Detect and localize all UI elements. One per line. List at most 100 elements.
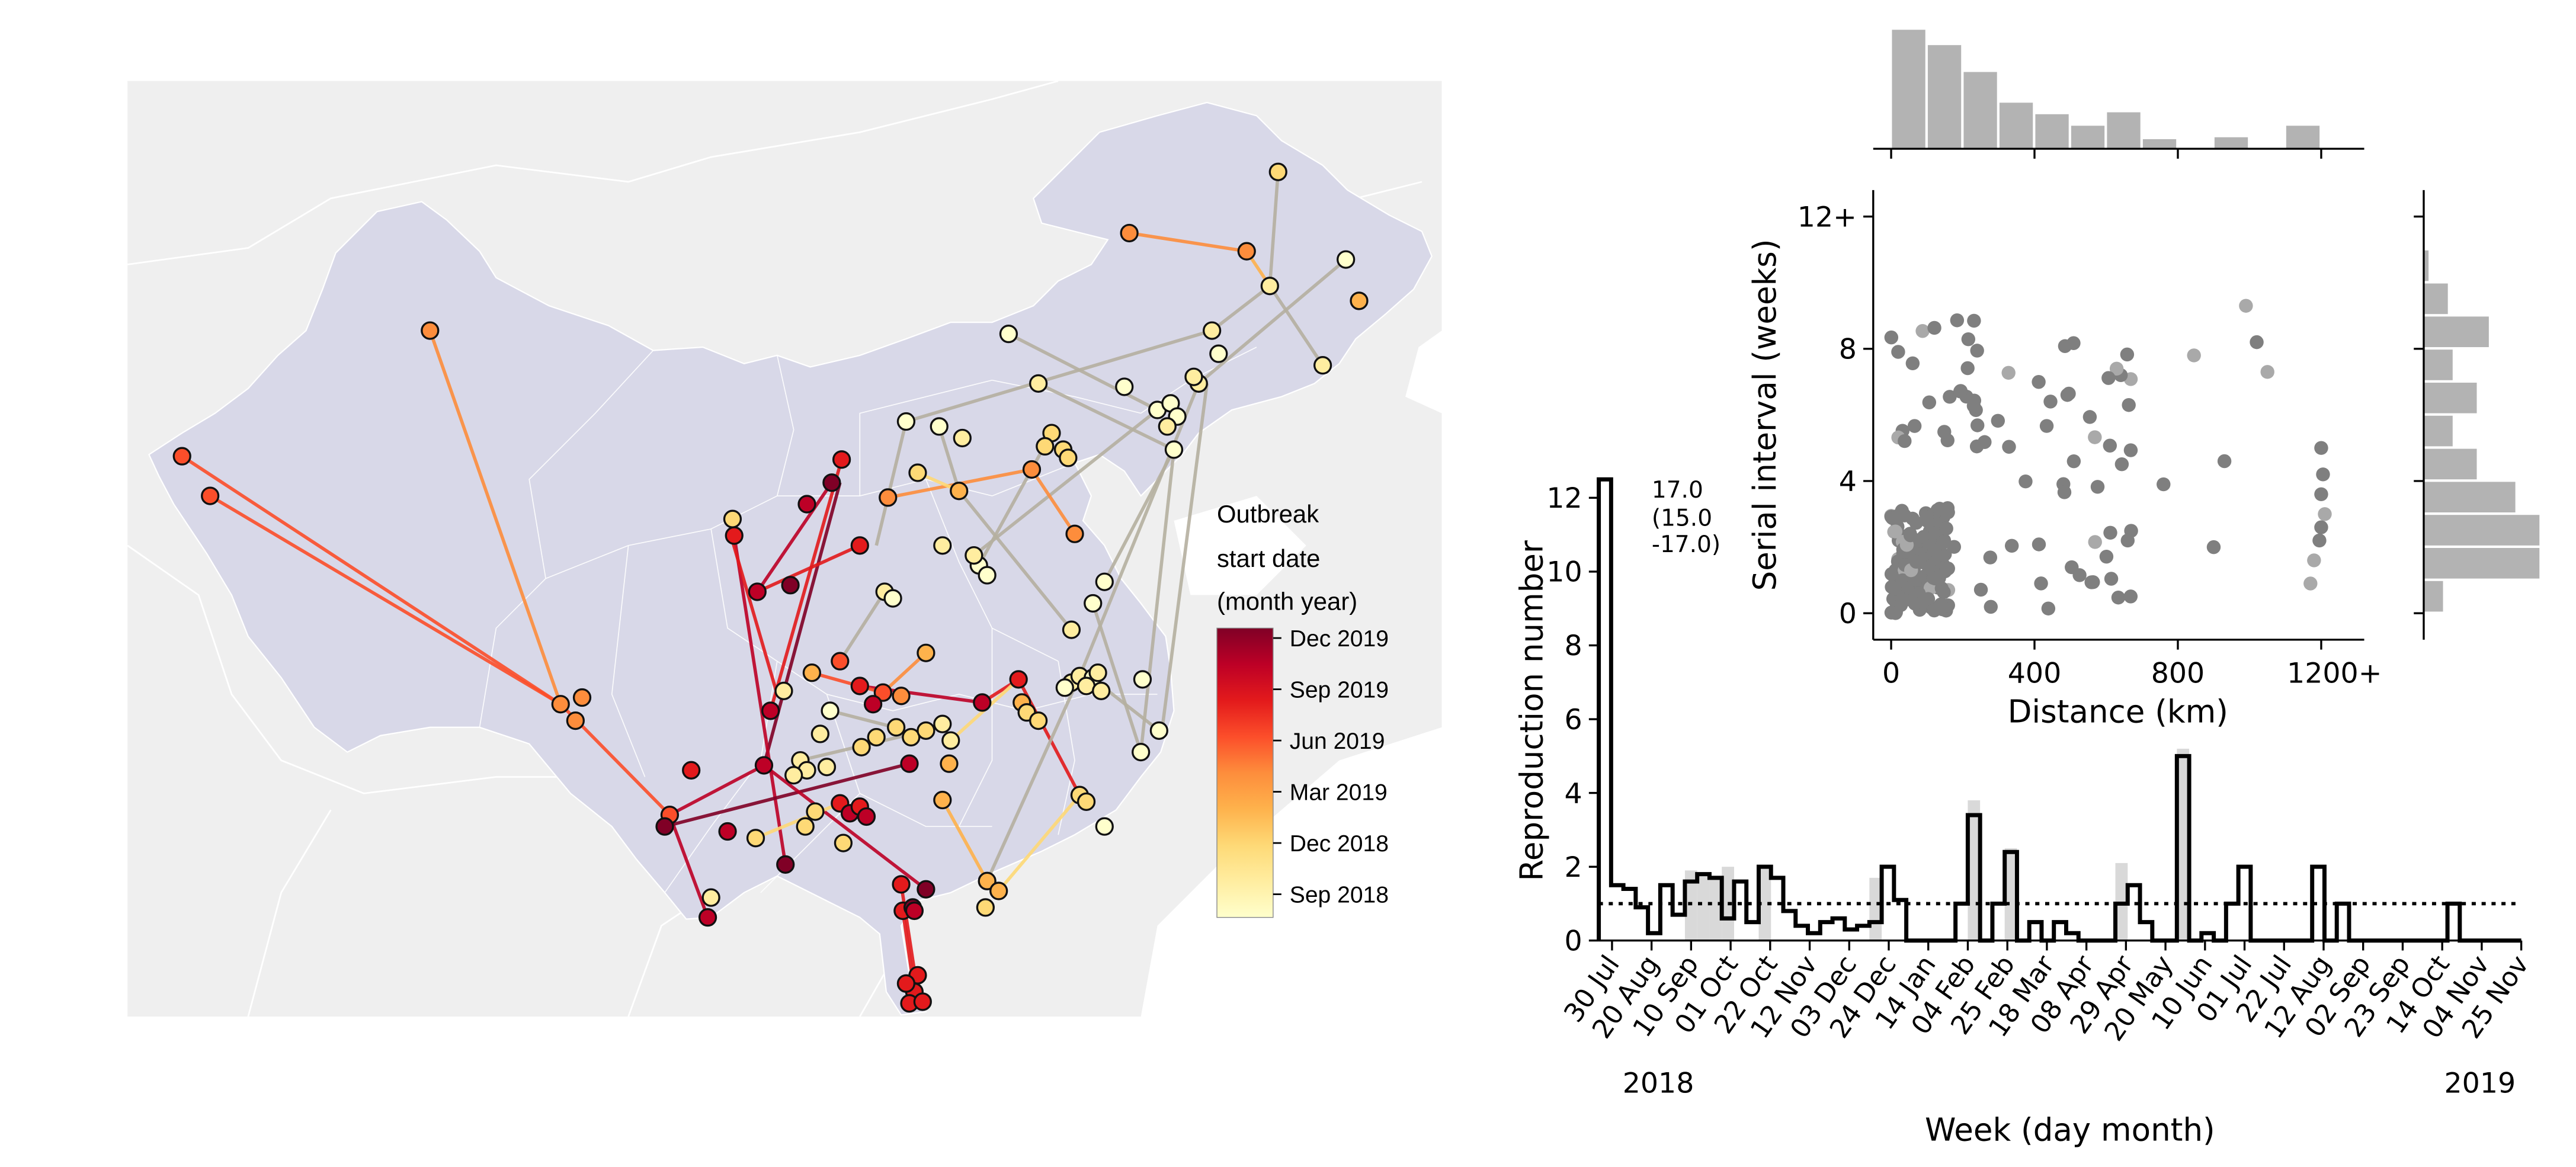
outbreak-dot [1209, 344, 1228, 363]
scatter-point [2032, 375, 2046, 389]
outbreak-dot [1268, 162, 1287, 181]
scatter-point [2250, 335, 2264, 350]
scatter-point [2034, 576, 2048, 591]
scatter-point [2088, 430, 2102, 444]
interval-histogram-bar [2423, 581, 2443, 612]
outbreak-dot [832, 450, 851, 469]
china-outbreak-map: Outbreak start date (month year) Dec 201… [127, 80, 1442, 1017]
transmission-link [1161, 383, 1209, 728]
outbreak-dot [718, 822, 737, 841]
transmission-link [874, 421, 908, 546]
interval-histogram-bar [2423, 350, 2453, 380]
outbreak-dot [852, 738, 871, 756]
outbreak-dot [810, 724, 829, 743]
s-y-tick-label: 8 [1839, 334, 1857, 366]
outbreak-dot [822, 473, 841, 492]
transmission-link [905, 329, 1213, 424]
outbreak-dot [976, 898, 995, 917]
outbreak-dot [933, 714, 952, 733]
scatter-point [2114, 457, 2129, 472]
outbreak-dot [857, 807, 876, 826]
outbreak-dot [930, 417, 949, 436]
scatter-point [2109, 361, 2124, 376]
s-x-tick-label: 400 [2008, 657, 2062, 690]
s-x-tick-label: 1200+ [2287, 657, 2382, 690]
outbreak-dot [1055, 678, 1074, 697]
outbreak-dot [940, 754, 959, 773]
r-ci-band [1968, 800, 1981, 941]
outbreak-dot [941, 731, 960, 750]
distance-histogram-bar [2214, 137, 2248, 149]
scatter-point [2041, 601, 2056, 615]
outbreak-dot [1158, 417, 1177, 436]
scatter-point [2057, 485, 2072, 499]
colorbar-tick-label: Mar 2019 [1290, 780, 1388, 806]
scatter-point [2303, 576, 2318, 591]
outbreak-dot [421, 321, 440, 340]
scatter-point [1891, 345, 1905, 359]
r-peak-annotation-2: (15.0 [1652, 505, 1712, 531]
scatter-point [1903, 528, 1918, 543]
outbreak-dot [834, 833, 853, 852]
s-x-tick-label: 0 [1882, 657, 1900, 690]
transmission-link [811, 671, 884, 694]
legend-title-line-3: (month year) [1217, 588, 1357, 615]
outbreak-dot [802, 663, 821, 682]
r-peak-annotation-3: -17.0) [1652, 531, 1720, 558]
scatter-point [2217, 454, 2232, 469]
transmission-link [838, 591, 886, 662]
scatter-point [1897, 508, 1912, 522]
interval-histogram-bar [2423, 382, 2477, 413]
distance-histogram-bar [2142, 139, 2177, 149]
scatter-point [1884, 567, 1899, 581]
distance-histogram-bar [2286, 126, 2320, 149]
scatter-point [1967, 313, 1981, 328]
transmission-link [762, 764, 927, 891]
r-y-tick-label: 6 [1565, 704, 1582, 736]
scatter-point [2187, 348, 2201, 363]
scatter-point [2104, 572, 2119, 586]
interval-histogram-bar [2423, 250, 2429, 281]
transmission-link [829, 709, 895, 729]
transmission-link [1030, 468, 1076, 535]
scatter-point [1888, 582, 1902, 596]
transmission-link [1103, 448, 1175, 583]
scatter-point [1937, 585, 1951, 599]
scatter-point [1950, 313, 1965, 328]
outbreak-dot [973, 693, 992, 712]
outbreak-dot [989, 881, 1008, 900]
r-y-ticks: 0 2 4 6 8 10 12 [1546, 482, 1599, 957]
outbreak-dot [999, 325, 1018, 344]
transmission-link [973, 408, 1159, 557]
r-ci-band [1697, 874, 1710, 941]
scatter-point [1969, 439, 1984, 454]
outbreak-dot [821, 701, 840, 720]
transmission-link [937, 426, 961, 492]
outbreak-dot [1022, 460, 1042, 479]
r-y-tick-label: 8 [1565, 630, 1582, 662]
scatter-point [1960, 361, 1975, 376]
distance-histogram [1892, 30, 2320, 149]
scatter-background [1873, 190, 2364, 640]
scatter-point [1909, 554, 1924, 569]
outbreak-dot [953, 428, 972, 448]
transmission-link [768, 459, 844, 711]
outbreak-dot [902, 727, 921, 747]
scatter-point [2039, 419, 2054, 433]
r-peak-annotation-1: 17.0 [1652, 477, 1703, 504]
outbreak-dot [776, 855, 795, 874]
outbreak-dot [933, 536, 952, 555]
outbreak-dot [831, 652, 850, 671]
outbreak-dot [754, 756, 774, 775]
r-confidence-bands [1684, 748, 2190, 941]
interval-histogram-bar [2423, 515, 2540, 546]
outbreak-dot [905, 901, 924, 921]
outbreak-dot [551, 695, 570, 714]
interval-histogram-bar [2423, 448, 2477, 480]
transmission-link [762, 482, 842, 766]
s-y-ticks: 0 4 8 12+ [1798, 201, 1873, 630]
outbreak-dot [933, 790, 952, 810]
r-ci-band [2004, 848, 2017, 941]
scatter-point [2206, 540, 2221, 554]
